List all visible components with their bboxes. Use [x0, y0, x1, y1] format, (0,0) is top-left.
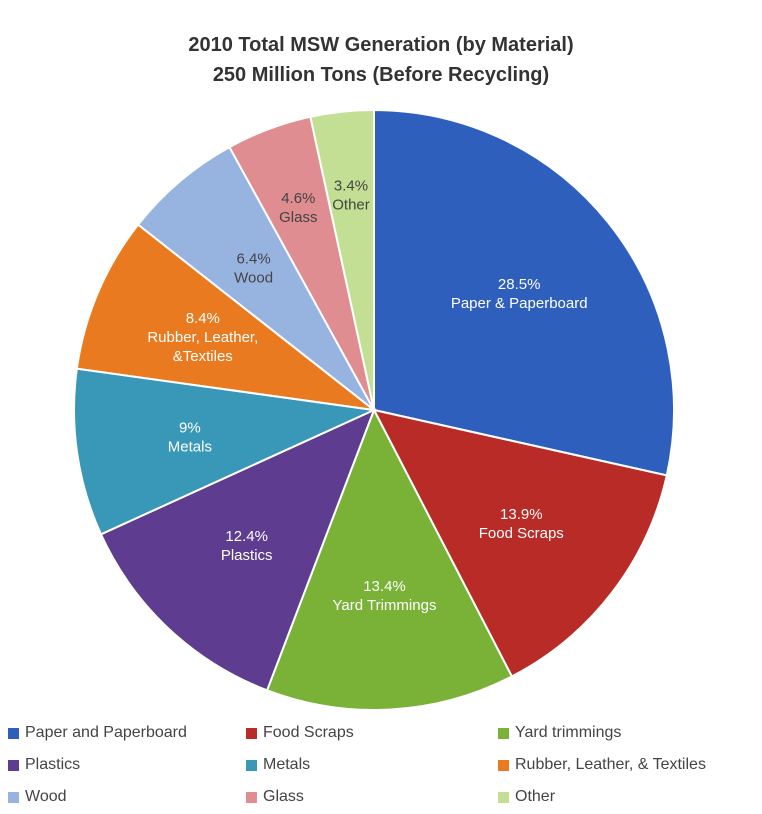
slice-label-paper-paperboard: 28.5% Paper & Paperboard: [451, 276, 588, 312]
pie-slice-other: [309, 108, 375, 411]
legend-item-food-scraps: Food Scraps: [246, 724, 354, 742]
legend-label: Glass: [263, 788, 304, 805]
chart-legend: Paper and Paperboard Food Scraps Yard trim…: [0, 722, 762, 814]
pie-slice-yard-trimmings: [265, 407, 514, 711]
legend-label: Other: [515, 788, 556, 805]
pie-slice-food-scraps: [372, 408, 668, 678]
slice-label-food-scraps: 13.9% Food Scraps: [479, 506, 564, 542]
pie-slice-wood: [136, 145, 375, 411]
slice-label-plastics: 12.4% Plastics: [221, 528, 273, 564]
pie-slice-metals: [73, 367, 378, 536]
pie-chart: 28.5% Paper & Paperboard 13.9% Food Scraps 1…: [73, 108, 675, 711]
legend-label: Rubber, Leather, & Textiles: [515, 756, 706, 773]
legend-item-wood: Wood: [8, 788, 67, 806]
pie-slice-plastics: [99, 408, 376, 692]
legend-item-glass: Glass: [246, 788, 304, 806]
chart-title: 2010 Total MSW Generation (by Material): [188, 34, 574, 56]
legend-label: Food Scraps: [263, 724, 354, 741]
slice-label-glass: 4.6% Glass: [279, 190, 317, 226]
slice-label-rubber-leather-textiles: 8.4% Rubber, Leather, &Textiles: [147, 310, 258, 365]
legend-swatch: [498, 791, 509, 803]
legend-item-other: Other: [498, 788, 555, 806]
legend-label: Plastics: [25, 756, 81, 773]
legend-swatch: [498, 759, 509, 771]
legend-item-metals: Metals: [246, 756, 310, 774]
pie-slice-rubber-leather-textiles: [75, 223, 378, 412]
legend-label: Yard trimmings: [515, 724, 622, 741]
legend-label: Wood: [25, 788, 67, 805]
legend-swatch: [8, 759, 19, 771]
slice-label-metals: 9% Metals: [168, 419, 212, 455]
legend-swatch: [8, 791, 19, 803]
slice-label-wood: 6.4% Wood: [234, 251, 273, 287]
legend-label: Metals: [263, 756, 311, 773]
legend-item-rubber-leather-textiles: Rubber, Leather, & Textiles: [498, 756, 706, 774]
slice-label-yard-trimmings: 13.4% Yard Trimmings: [333, 578, 437, 614]
legend-item-paper-and-paperboard: Paper and Paperboard: [8, 724, 187, 742]
legend-item-plastics: Plastics: [8, 756, 80, 774]
pie-slice-paper-paperboard: [373, 108, 675, 477]
legend-swatch: [246, 791, 257, 803]
legend-swatch: [246, 759, 257, 771]
slice-label-other: 3.4% Other: [332, 178, 370, 214]
chart-subtitle: 250 Million Tons (Before Recycling): [212, 64, 550, 86]
legend-swatch: [246, 727, 257, 739]
legend-swatch: [8, 727, 19, 739]
legend-item-yard-trimmings: Yard trimmings: [498, 724, 621, 742]
legend-label: Paper and Paperboard: [25, 724, 187, 741]
legend-swatch: [498, 727, 509, 739]
